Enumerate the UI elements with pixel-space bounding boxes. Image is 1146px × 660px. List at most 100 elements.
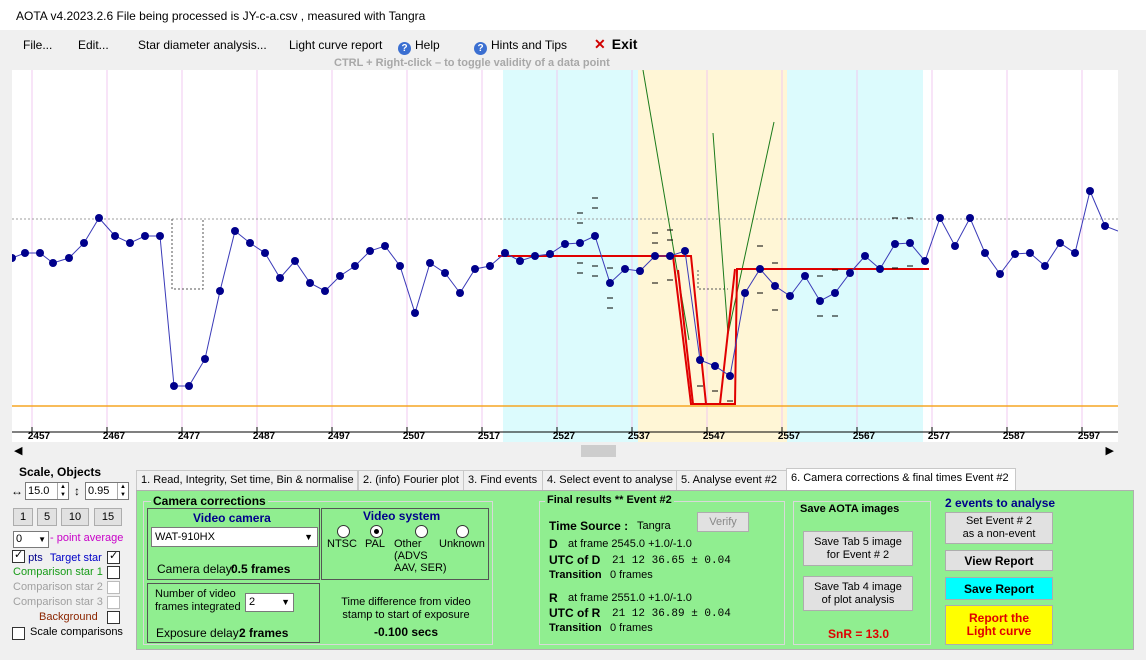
scale-button-5[interactable]: 5 (37, 508, 57, 526)
video-camera-title: Video camera (193, 511, 271, 525)
comparison-star-1-checkbox[interactable] (107, 566, 120, 579)
r-transition-value: 0 frames (610, 622, 653, 634)
time-source-value: Tangra (637, 520, 671, 532)
x-tick-label: 2567 (853, 431, 876, 442)
window-title: AOTA v4.2023.2.6 File being processed is… (16, 9, 426, 23)
x-tick-label: 2557 (778, 431, 801, 442)
events-title: 2 events to analyse (945, 496, 1056, 510)
x-tick-label: 2597 (1078, 431, 1101, 442)
x-tick-label: 2517 (478, 431, 501, 442)
set-non-event-button[interactable]: Set Event # 2 as a non-event (945, 512, 1053, 544)
x-tick-label: 2477 (178, 431, 201, 442)
camera-corrections-panel: Camera corrections Video camera WAT-910H… (136, 490, 1134, 650)
target-star-checkbox[interactable]: ✓ (107, 550, 120, 564)
tab-camera-corrections[interactable]: 6. Camera corrections & final times Even… (786, 468, 1016, 490)
plot-scrollbar[interactable]: ◀ ▶ (12, 444, 1118, 458)
x-tick-label: 2467 (103, 431, 126, 442)
light-curve-plot[interactable]: 2457 2467 2477 2487 2497 2507 2517 2527 … (12, 70, 1118, 442)
background-label: Background (39, 611, 98, 623)
scale-objects-title: Scale, Objects (19, 465, 102, 479)
menu-help[interactable]: ? Help (398, 38, 440, 55)
comparison-star-2-checkbox[interactable] (107, 581, 120, 594)
target-star-label: Target star (49, 552, 102, 564)
x-tick-label: 2497 (328, 431, 351, 442)
scrollbar-thumb[interactable] (581, 445, 616, 457)
vertical-arrow-icon: ↕ (74, 484, 80, 498)
scale-button-15[interactable]: 15 (94, 508, 122, 526)
menu-star-diameter[interactable]: Star diameter analysis... (138, 38, 267, 52)
point-average-label: - point average (50, 532, 124, 544)
menu-hints[interactable]: ? Hints and Tips (474, 38, 567, 55)
menu-bar: File... Edit... Star diameter analysis..… (0, 30, 1146, 58)
save-report-button[interactable]: Save Report (945, 577, 1053, 600)
final-results-title: Final results ** Event #2 (545, 494, 674, 506)
menu-exit[interactable]: ✕ Exit (594, 36, 637, 53)
pal-radio[interactable] (370, 525, 383, 538)
frames-integrated-value: 2 (249, 596, 256, 608)
menu-edit[interactable]: Edit... (78, 38, 109, 52)
chevron-right-icon[interactable]: ▶ (1105, 445, 1114, 457)
other-radio[interactable] (415, 525, 428, 538)
comparison-star-3-checkbox[interactable] (107, 596, 120, 609)
menu-exit-label: Exit (611, 36, 638, 52)
scale-comparisons-label: Scale comparisons (30, 626, 123, 638)
utc-r-label: UTC of R (549, 606, 601, 620)
x-tick-label: 2487 (253, 431, 276, 442)
unknown-label: Unknown (439, 538, 485, 550)
report-light-curve-button[interactable]: Report the Light curve (945, 605, 1053, 645)
x-scale-spinner[interactable]: 15.0 ▲ ▼ (25, 482, 69, 500)
camera-delay-value: 0.5 frames (231, 562, 291, 576)
verify-button[interactable]: Verify (697, 512, 749, 532)
camera-model-select[interactable]: WAT-910HX ▼ (151, 527, 318, 547)
time-diff-value: -0.100 secs (373, 625, 439, 639)
save-images-title: Save AOTA images (800, 503, 900, 515)
x-tick-label: 2547 (703, 431, 726, 442)
pts-label: pts (28, 552, 43, 564)
pal-label: PAL (365, 538, 385, 550)
frames-integrated-box (147, 583, 320, 643)
y-scale-spinner[interactable]: 0.95 ▲ ▼ (85, 482, 129, 500)
utc-d-label: UTC of D (549, 553, 601, 567)
spinner-arrows-icon[interactable]: ▲ ▼ (57, 483, 68, 499)
data-points[interactable] (12, 187, 1109, 390)
save-tab5-image-button[interactable]: Save Tab 5 image for Event # 2 (803, 531, 913, 566)
camera-corrections-group (143, 501, 493, 645)
menu-help-label: Help (415, 38, 440, 52)
video-camera-box (147, 508, 320, 580)
d-transition-label: Transition (549, 569, 602, 581)
time-source-label: Time Source : (549, 519, 629, 533)
tab-read-integrity[interactable]: 1. Read, Integrity, Set time, Bin & norm… (136, 470, 358, 490)
camera-corrections-title: Camera corrections (151, 494, 268, 508)
tab-find-events[interactable]: 3. Find events (463, 470, 545, 490)
spinner-arrows-icon[interactable]: ▲ ▼ (117, 483, 128, 499)
scale-comparisons-checkbox[interactable] (12, 627, 25, 640)
tab-fourier[interactable]: 2. (info) Fourier plot (358, 470, 466, 490)
scale-button-1[interactable]: 1 (13, 508, 33, 526)
x-scale-value: 15.0 (28, 485, 50, 497)
chevron-down-icon: ▼ (38, 535, 46, 544)
ntsc-radio[interactable] (337, 525, 350, 538)
frames-integrated-select[interactable]: 2 ▼ (245, 593, 294, 612)
menu-light-curve-report[interactable]: Light curve report (289, 38, 383, 52)
d-frame-value: at frame 2545.0 +1.0/-1.0 (568, 538, 692, 550)
tab-analyse-event[interactable]: 5. Analyse event #2 (676, 470, 788, 490)
point-average-value: 0 (16, 533, 23, 545)
unknown-radio[interactable] (456, 525, 469, 538)
scale-button-10[interactable]: 10 (61, 508, 89, 526)
background-checkbox[interactable] (107, 611, 120, 624)
d-transition-value: 0 frames (610, 569, 653, 581)
point-average-select[interactable]: 0 ▼ (13, 531, 49, 548)
view-report-button[interactable]: View Report (945, 550, 1053, 571)
chevron-down-icon: ▼ (281, 597, 290, 607)
exposure-delay-value: 2 frames (239, 626, 289, 640)
tab-select-event[interactable]: 4. Select event to analyse (542, 470, 679, 490)
pts-checkbox[interactable]: ✓ (12, 549, 25, 563)
comparison-star-3-label: Comparison star 3 (13, 596, 103, 608)
comparison-dotted-box (171, 219, 204, 290)
chevron-left-icon[interactable]: ◀ (14, 445, 23, 457)
save-tab4-image-button[interactable]: Save Tab 4 image of plot analysis (803, 576, 913, 611)
camera-delay-label: Camera delay: (157, 562, 236, 576)
d-label: D (549, 537, 558, 551)
menu-file[interactable]: File... (23, 38, 53, 52)
light-curve-svg[interactable]: 2457 2467 2477 2487 2497 2507 2517 2527 … (12, 70, 1118, 442)
